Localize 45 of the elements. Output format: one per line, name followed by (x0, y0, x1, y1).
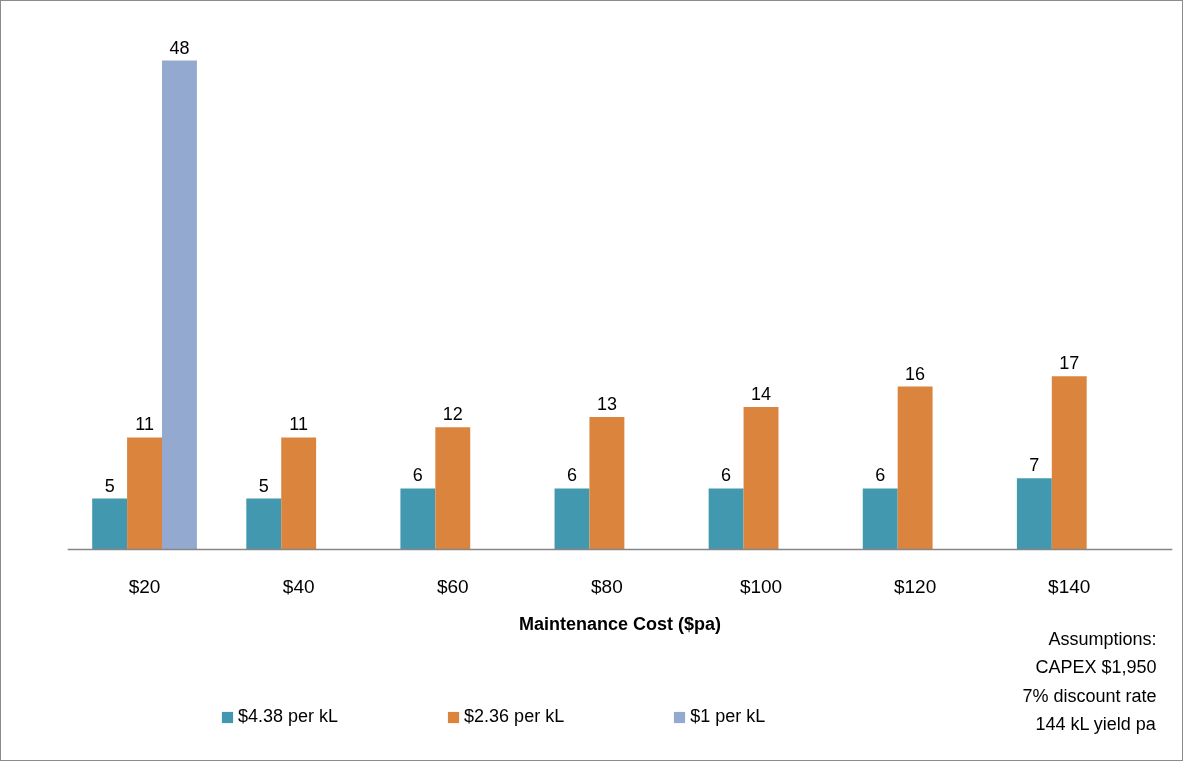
text: CAPEX $1,950 (1035, 657, 1157, 677)
bar (281, 437, 317, 550)
legend-label: $2.36 per kL (464, 706, 565, 727)
data-label: 11 (135, 414, 154, 435)
bar (743, 406, 779, 550)
text: 7% discount rate (1022, 685, 1157, 706)
x-tick-label: $60 (436, 575, 469, 597)
bar (862, 488, 898, 550)
data-label: 16 (905, 363, 926, 384)
data-label: 48 (169, 37, 190, 58)
bar (435, 427, 471, 550)
x-tick-label: $120 (894, 575, 937, 597)
x-tick-label: $140 (1048, 575, 1091, 597)
data-label: 7 (1029, 455, 1040, 476)
bar (897, 386, 933, 550)
data-label: 5 (258, 475, 269, 496)
bar (589, 417, 625, 550)
x-axis-title: Maintenance Cost ($pa) (518, 613, 722, 634)
data-label: 6 (566, 465, 577, 486)
legend-label: $4.38 per kL (238, 706, 339, 727)
x-tick-label: $100 (739, 575, 783, 597)
x-tick-label: $80 (591, 575, 623, 597)
data-label: 6 (875, 465, 886, 486)
data-label: 12 (442, 404, 463, 425)
bar (92, 498, 128, 550)
x-tick-label: $40 (282, 575, 315, 597)
bar (708, 488, 744, 550)
data-label: 17 (1059, 353, 1080, 374)
bar (554, 488, 590, 550)
text: 144 kL yield pa (1035, 714, 1157, 734)
data-label: 6 (412, 465, 423, 486)
legend-label: $1 per kL (690, 706, 766, 727)
data-label: 5 (104, 475, 115, 496)
bar (1051, 376, 1087, 550)
bar (400, 488, 436, 550)
text: Assumptions: (1048, 628, 1157, 649)
bar (127, 437, 163, 550)
data-label: 13 (596, 394, 617, 415)
data-label: 14 (751, 383, 772, 404)
data-label: 6 (721, 465, 732, 486)
data-label: 11 (289, 414, 309, 435)
bar (1016, 478, 1052, 550)
bar (246, 498, 282, 550)
bar (162, 60, 197, 550)
x-tick-label: $20 (128, 575, 161, 597)
